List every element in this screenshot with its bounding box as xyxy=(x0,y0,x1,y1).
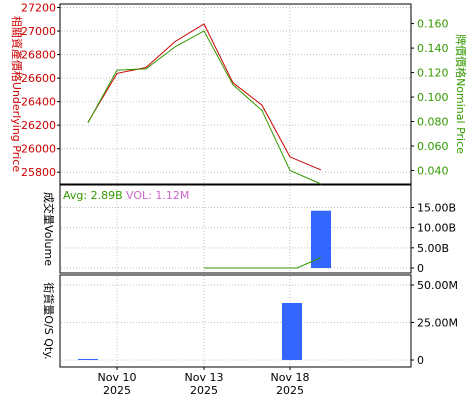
avg-volume-legend: Avg: 2.89B xyxy=(63,189,123,202)
underlying-price-tick-label: 26400 xyxy=(21,96,56,109)
date-label-nov10: Nov 10 xyxy=(98,371,137,384)
volume-tick-label: 0 xyxy=(417,262,424,275)
volume-tick-label: 10.00B xyxy=(417,222,456,235)
chart-marks xyxy=(78,23,331,360)
nominal-price-tick-label: 0.080 xyxy=(417,116,449,129)
nominal-price-tick-label: 0.160 xyxy=(417,18,449,31)
volume-tick-label: 15.00B xyxy=(417,201,456,214)
underlying-price-tick-label: 27200 xyxy=(21,2,56,15)
underlying-price-tick-label: 26200 xyxy=(21,119,56,132)
nominal-price-tick-label: 0.040 xyxy=(417,165,449,178)
underlying-price-tick-label: 26600 xyxy=(21,72,56,85)
date-label-nov13: Nov 13 xyxy=(185,371,224,384)
nominal-price-axis-title: 牌價價格Nominal Price xyxy=(454,34,468,154)
date-label-nov18: Nov 18 xyxy=(271,371,310,384)
volume-legend: VOL: 1.12M xyxy=(126,189,189,202)
nominal-price-tick-label: 0.140 xyxy=(417,42,449,55)
underlying-price-axis-title: 相關資產價格Underlying Price xyxy=(10,16,24,172)
volume-axis-title: 成交量Volume xyxy=(42,192,56,266)
volume-panel-frame xyxy=(59,184,412,274)
underlying-price-tick-label: 26800 xyxy=(21,49,56,62)
volume-tick-label: 5.00B xyxy=(417,242,449,255)
underlying-price-line xyxy=(87,23,322,171)
nominal-price-tick-label: 0.120 xyxy=(417,67,449,80)
year-label-nov18: 2025 xyxy=(276,384,304,397)
outstanding-tick-label: 0 xyxy=(417,354,424,367)
nominal-price-tick-label: 0.100 xyxy=(417,91,449,104)
average-volume-line xyxy=(204,257,322,269)
outstanding-axis-title: 街貨量O/S Qty. xyxy=(42,282,56,359)
axis-ticks: 27200 27000 26800 26600 26400 26200 26000 25800… xyxy=(21,2,458,370)
year-label-nov13: 2025 xyxy=(190,384,218,397)
outstanding-tick-label: 25.00M xyxy=(417,317,458,330)
outstanding-tick-label: 50.00M xyxy=(417,279,458,292)
volume-bar xyxy=(311,210,331,268)
underlying-price-tick-label: 25800 xyxy=(21,166,56,179)
nominal-price-tick-label: 0.060 xyxy=(417,140,449,153)
outstanding-bar xyxy=(78,359,98,360)
outstanding-bar xyxy=(282,303,302,360)
underlying-price-tick-label: 26000 xyxy=(21,143,56,156)
year-label-nov10: 2025 xyxy=(103,384,131,397)
outstanding-panel-frame xyxy=(59,274,412,368)
price-panel-frame xyxy=(59,3,412,185)
underlying-price-tick-label: 27000 xyxy=(21,25,56,38)
nominal-price-line xyxy=(87,30,322,185)
